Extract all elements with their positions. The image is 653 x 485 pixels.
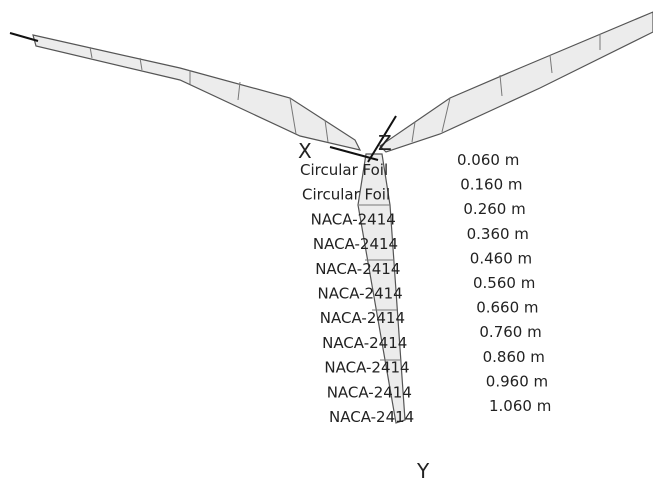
radius-label: 0.960 m (486, 372, 548, 390)
radius-label: 0.760 m (479, 323, 541, 341)
foil-label: Circular Foil (302, 186, 390, 204)
foil-label: NACA-2414 (324, 359, 409, 377)
blade-left (32, 34, 362, 151)
foil-label: NACA-2414 (320, 309, 405, 327)
blade-right (379, 11, 653, 153)
foil-label: NACA-2414 (313, 235, 398, 253)
x-axis-label: X (298, 139, 312, 163)
foil-label: NACA-2414 (329, 408, 414, 426)
z-axis-line (367, 115, 397, 163)
radius-label: 0.360 m (467, 225, 529, 243)
radius-label: 0.860 m (483, 348, 545, 366)
y-axis-label: Y (416, 459, 430, 483)
blades (9, 11, 653, 424)
foil-label: NACA-2414 (315, 260, 400, 278)
blade-bottom (357, 153, 406, 424)
z-axis-label: Z (378, 131, 392, 155)
radius-label: 1.060 m (489, 397, 551, 415)
foil-label: NACA-2414 (311, 210, 396, 228)
radius-label: 0.260 m (463, 200, 525, 218)
radius-label: 0.060 m (457, 151, 519, 169)
radius-label: 0.560 m (473, 274, 535, 292)
foil-label: NACA-2414 (327, 383, 412, 401)
radius-label: 0.660 m (476, 299, 538, 317)
foil-label: NACA-2414 (318, 285, 403, 303)
blade-ribs (89, 34, 601, 361)
foil-label: NACA-2414 (322, 334, 407, 352)
foil-label: Circular Foil (300, 161, 388, 179)
radius-label: 0.460 m (470, 249, 532, 267)
blade-tip-line (9, 32, 39, 42)
radius-label: 0.160 m (460, 176, 522, 194)
section-labels: Circular Foil 0.060 m Circular Foil 0.160 m… (300, 151, 551, 426)
